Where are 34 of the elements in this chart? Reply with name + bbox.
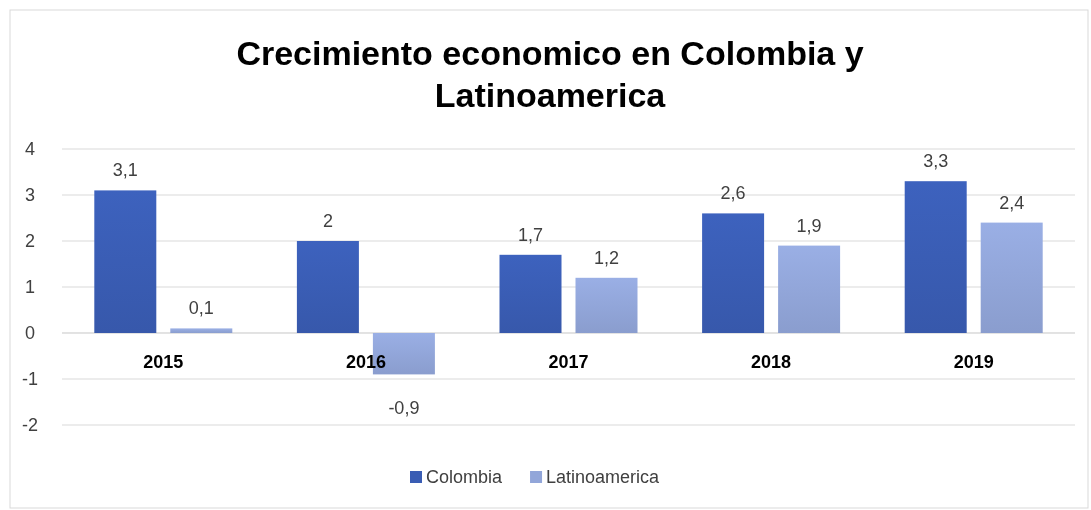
- data-label: 3,1: [112, 160, 138, 181]
- bar: [702, 213, 765, 333]
- x-tick-label: 2016: [345, 351, 386, 372]
- bar: [170, 328, 233, 333]
- y-tick-label: 1: [24, 277, 36, 298]
- bar: [778, 245, 841, 333]
- y-tick-label: 3: [24, 185, 36, 206]
- bar: [499, 254, 562, 333]
- data-label: 1,2: [593, 247, 620, 268]
- y-tick-label: -2: [21, 415, 39, 436]
- data-label: -0,9: [388, 398, 420, 419]
- data-label: 2: [322, 211, 333, 231]
- bar: [296, 241, 359, 333]
- data-label: 1,9: [796, 215, 822, 236]
- chart-title: Crecimiento economico en Colombia y Latinoamerica: [236, 34, 864, 114]
- x-tick-label: 2019: [953, 351, 994, 372]
- y-tick-label: 0: [24, 323, 36, 344]
- bar: [575, 277, 638, 333]
- data-label: 0,1: [188, 298, 214, 319]
- x-tick-label: 2017: [548, 351, 589, 372]
- data-label: 1,7: [517, 224, 544, 245]
- data-label: 2,6: [720, 183, 746, 204]
- legend-label: Colombia: [426, 467, 504, 487]
- y-tick-label: 4: [24, 139, 36, 160]
- legend-label: Latinoamerica: [546, 467, 661, 487]
- bar: [980, 222, 1043, 333]
- bar: [94, 190, 157, 333]
- y-tick-label: 2: [24, 231, 36, 252]
- data-label: 2,4: [999, 192, 1025, 213]
- x-tick-label: 2018: [751, 351, 792, 372]
- bar: [904, 181, 967, 333]
- x-tick-label: 2015: [143, 351, 184, 372]
- y-tick-label: -1: [21, 369, 39, 390]
- data-label: 3,3: [923, 151, 949, 172]
